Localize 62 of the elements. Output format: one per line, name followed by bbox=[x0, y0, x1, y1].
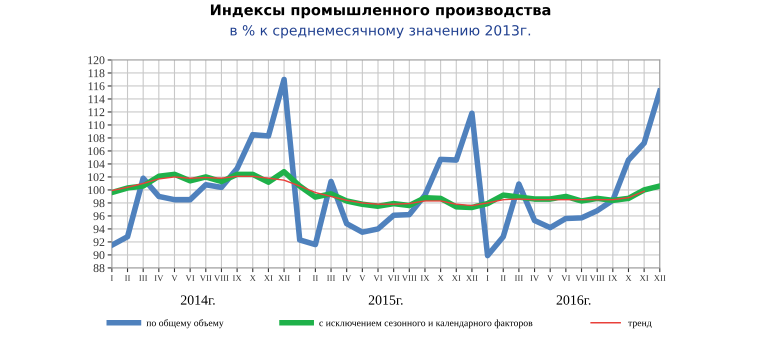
y-tick-label: 112 bbox=[88, 108, 104, 116]
x-tick-label: X bbox=[250, 275, 256, 281]
x-tick-label: IX bbox=[232, 275, 242, 281]
y-tick-label: 100 bbox=[88, 186, 104, 194]
x-tick-label: XII bbox=[466, 275, 478, 281]
x-tick-label: V bbox=[359, 275, 366, 282]
x-tick-label: XII bbox=[654, 275, 666, 281]
y-tick-label: 116 bbox=[88, 82, 105, 90]
x-tick-label: IX bbox=[420, 275, 430, 281]
x-tick-label: I bbox=[298, 275, 301, 281]
x-tick-label: VI bbox=[186, 275, 194, 282]
chart-subtitle: в % к среднемесячному значению 2013г. bbox=[230, 25, 530, 38]
y-tick-label: 110 bbox=[88, 121, 104, 130]
legend-label: по общему объему bbox=[146, 319, 224, 328]
x-tick-label: IX bbox=[608, 275, 618, 281]
x-tick-label: III bbox=[139, 275, 148, 281]
x-tick-label: XI bbox=[640, 275, 648, 281]
y-tick-label: 98 bbox=[93, 199, 104, 208]
y-tick-label: 96 bbox=[93, 212, 105, 220]
legend-label: тренд bbox=[628, 322, 652, 328]
x-tick-label: IV bbox=[342, 275, 352, 282]
x-tick-label: XII bbox=[278, 275, 290, 281]
x-tick-label: VIII bbox=[590, 275, 604, 282]
chart-title: Индексы промышленного производства bbox=[210, 4, 550, 18]
x-tick-label: IV bbox=[154, 275, 164, 282]
x-tick-label: VI bbox=[561, 275, 570, 282]
y-tick-label: 90 bbox=[93, 251, 104, 260]
x-tick-label: II bbox=[124, 275, 130, 281]
y-tick-label: 108 bbox=[88, 134, 104, 142]
x-tick-label: VII bbox=[388, 275, 400, 282]
y-tick-label: 118 bbox=[88, 69, 104, 78]
y-tick-label: 106 bbox=[88, 147, 105, 156]
text: 2016г. bbox=[556, 295, 590, 305]
x-tick-label: VIII bbox=[402, 275, 417, 282]
x-tick-label: XI bbox=[264, 275, 273, 281]
x-tick-label: X bbox=[626, 275, 632, 281]
y-tick-label: 114 bbox=[88, 95, 105, 104]
y-tick-label: 104 bbox=[88, 160, 105, 168]
x-tick-label: VIII bbox=[214, 275, 229, 282]
x-tick-label: V bbox=[547, 275, 554, 282]
x-tick-label: I bbox=[110, 275, 114, 281]
x-tick-label: X bbox=[438, 275, 444, 281]
x-tick-label: VI bbox=[373, 275, 382, 282]
x-tick-label: V bbox=[171, 275, 178, 282]
x-tick-label: VII bbox=[576, 275, 588, 282]
y-tick-label: 88 bbox=[94, 264, 104, 272]
y-tick-label: 92 bbox=[93, 238, 104, 246]
x-tick-label: II bbox=[500, 275, 506, 281]
x-tick-label: XI bbox=[452, 275, 461, 281]
x-tick-label: II bbox=[312, 275, 318, 281]
text: 2015г. bbox=[368, 295, 403, 305]
text: 2014г. bbox=[180, 295, 215, 305]
y-tick-label: 120 bbox=[88, 56, 104, 64]
x-tick-label: VII bbox=[200, 275, 212, 282]
x-tick-label: III bbox=[514, 275, 523, 281]
x-tick-label: IV bbox=[530, 275, 540, 282]
y-tick-label: 102 bbox=[88, 173, 104, 182]
line-series bbox=[112, 176, 645, 206]
legend-label: с исключением сезонного и календарного факторов bbox=[319, 319, 532, 328]
x-tick-label: III bbox=[326, 275, 336, 281]
x-tick-label: I bbox=[486, 275, 489, 281]
y-tick-label: 94 bbox=[93, 225, 105, 234]
